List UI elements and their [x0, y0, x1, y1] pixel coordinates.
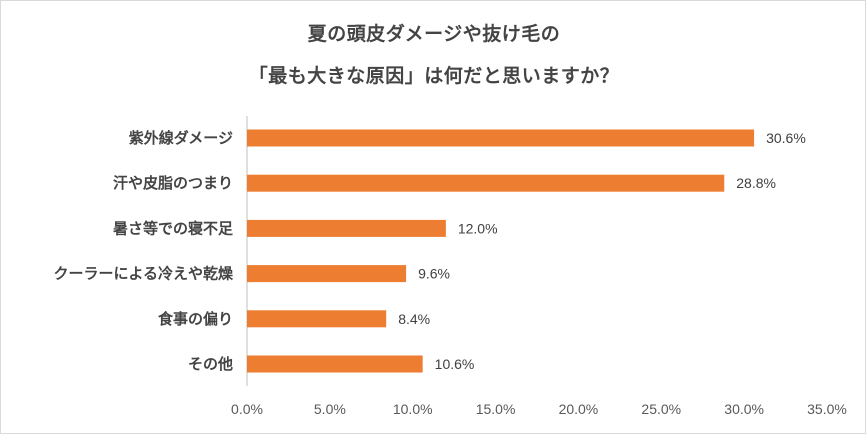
bar — [247, 219, 446, 237]
data-label: 30.6% — [766, 130, 806, 146]
bar — [247, 355, 423, 373]
x-tick-label: 5.0% — [314, 401, 346, 417]
category-label: 汗や皮脂のつまり — [113, 174, 233, 192]
x-tick-label: 15.0% — [476, 401, 516, 417]
chart-title-line-1: 夏の頭皮ダメージや抜け毛の — [307, 23, 561, 45]
data-label: 10.6% — [435, 356, 475, 372]
category-label: 食事の偏り — [158, 310, 233, 328]
data-label: 28.8% — [736, 175, 776, 191]
bar — [247, 129, 755, 147]
data-label: 9.6% — [418, 266, 450, 282]
bar — [247, 310, 387, 328]
x-tick-label: 10.0% — [393, 401, 433, 417]
x-tick-label: 20.0% — [559, 401, 599, 417]
x-tick-label: 25.0% — [641, 401, 681, 417]
category-label: 紫外線ダメージ — [129, 129, 233, 147]
category-label: その他 — [188, 355, 233, 373]
data-label: 12.0% — [458, 220, 498, 236]
x-tick-label: 35.0% — [807, 401, 847, 417]
bar — [247, 174, 725, 192]
x-tick-label: 0.0% — [231, 401, 263, 417]
x-tick-label: 30.0% — [724, 401, 764, 417]
category-label: クーラーによる冷えや乾燥 — [53, 265, 234, 283]
category-label: 暑さ等での寝不足 — [113, 219, 234, 237]
bar — [247, 265, 407, 283]
data-label: 8.4% — [398, 311, 430, 327]
chart-title-line-2: 「最も大きな原因」は何だと思いますか？ — [248, 65, 620, 87]
